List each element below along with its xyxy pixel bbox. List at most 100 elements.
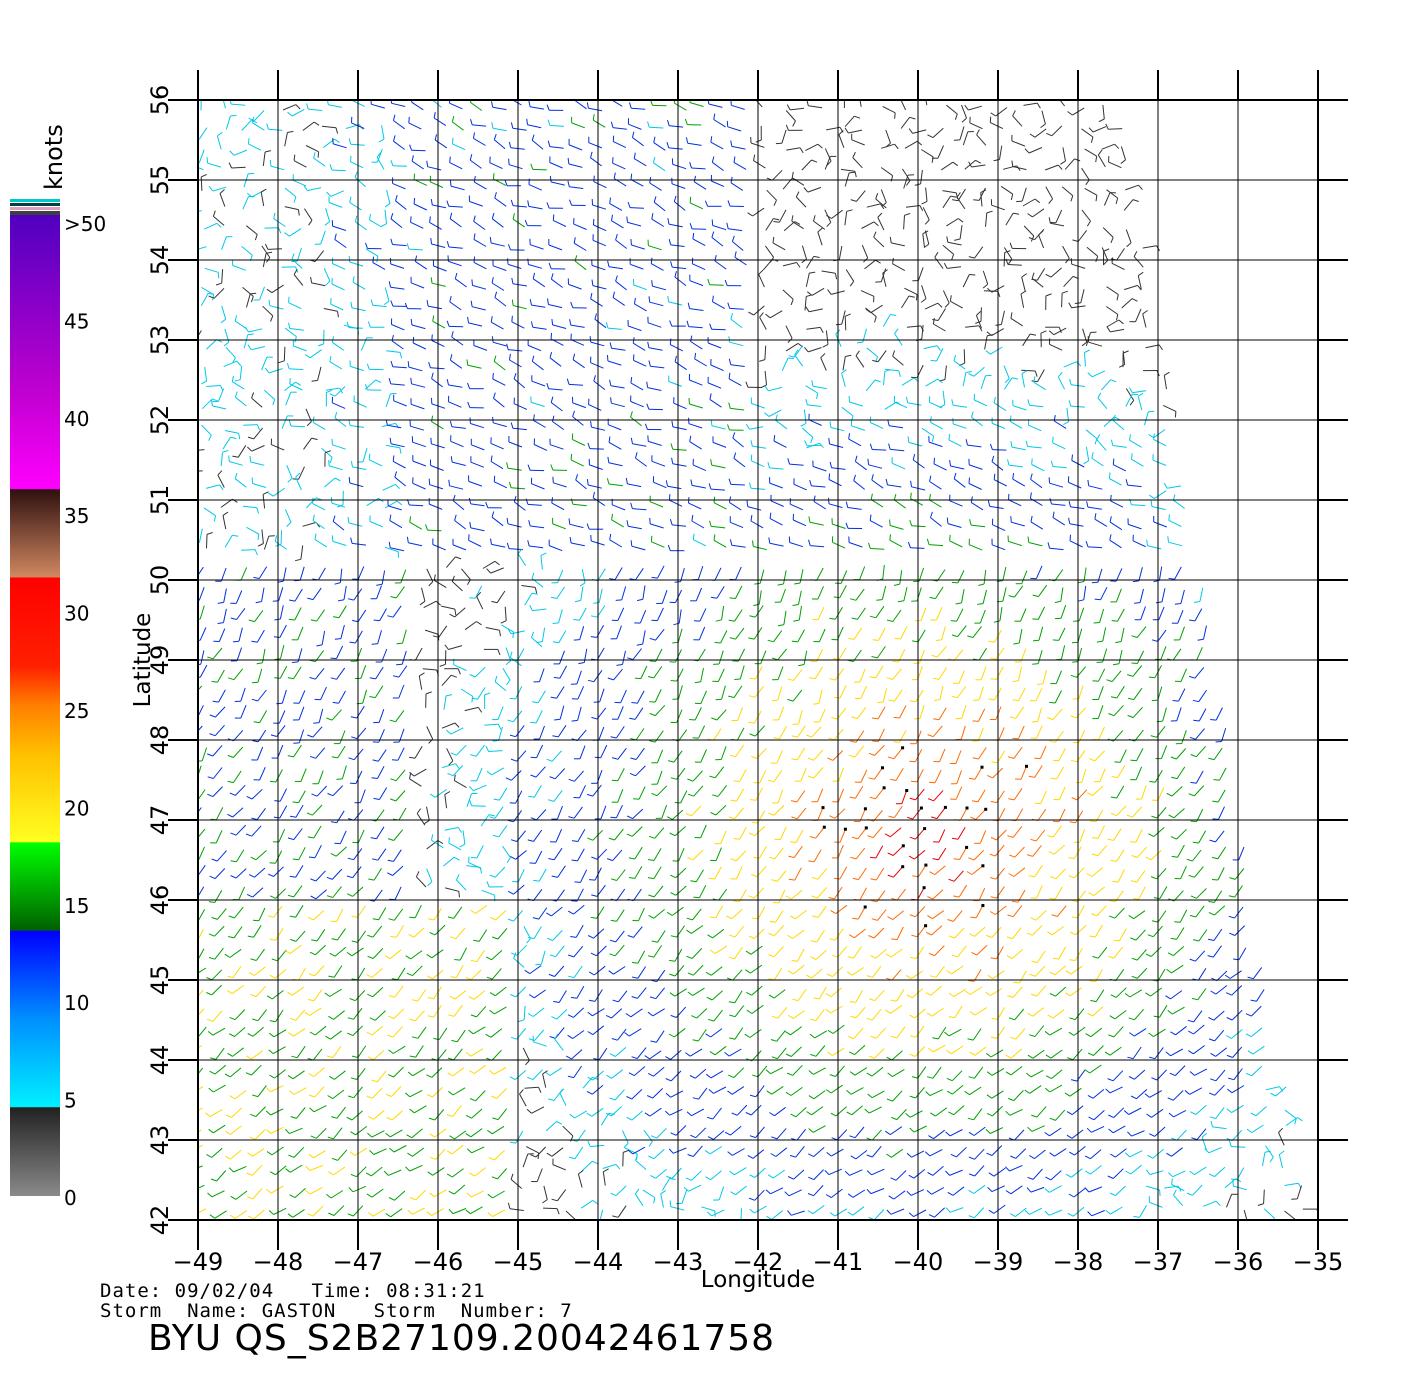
wind-barb xyxy=(1113,420,1125,431)
wind-barb-tick xyxy=(306,421,312,427)
wind-barb-tick xyxy=(748,637,755,640)
wind-barb-tick xyxy=(1109,899,1116,903)
wind-barb-tick xyxy=(630,377,633,384)
wind-barb xyxy=(844,115,855,128)
wind-barb-tick xyxy=(367,993,373,998)
wind-barb xyxy=(294,588,303,602)
wind-barb-tick xyxy=(605,322,609,329)
wind-barb-tick xyxy=(578,662,585,665)
wind-barb-tick xyxy=(376,583,383,586)
wind-barb-tick xyxy=(208,185,214,192)
wind-barb xyxy=(548,244,563,251)
wind-barb xyxy=(673,1027,686,1038)
wind-barb-tick xyxy=(988,698,995,701)
wind-barb xyxy=(481,889,495,896)
wind-barb xyxy=(766,189,777,201)
wind-barb xyxy=(914,749,923,763)
wind-barb-tick xyxy=(1126,242,1132,248)
wind-barb xyxy=(805,272,810,287)
wind-barb xyxy=(1077,647,1083,662)
wind-barb xyxy=(1136,748,1144,762)
wind-barb xyxy=(1012,166,1027,171)
wind-barb xyxy=(620,689,627,704)
wind-barb-tick xyxy=(611,1038,618,1041)
wind-barb xyxy=(472,284,487,290)
wind-barb xyxy=(434,924,446,936)
wind-barb xyxy=(1143,411,1149,426)
wind-barb-tick xyxy=(831,954,838,958)
wind-barb xyxy=(454,520,467,530)
wind-barb xyxy=(877,350,887,363)
wind-barb xyxy=(971,524,986,528)
wind-barb xyxy=(915,730,922,744)
wind-barb xyxy=(1116,805,1127,817)
wind-barb xyxy=(215,807,224,821)
wind-barb xyxy=(924,302,939,310)
wind-barb-tick xyxy=(791,215,794,222)
wind-barb-tick xyxy=(489,1009,495,1015)
wind-barb xyxy=(764,370,767,385)
wind-barb xyxy=(616,625,622,639)
wind-barb-tick xyxy=(969,519,972,526)
wind-barb-tick xyxy=(897,600,904,603)
wind-barb-tick xyxy=(574,881,581,883)
wind-barb-tick xyxy=(468,1029,474,1035)
wind-barb-tick xyxy=(709,323,713,330)
wind-barb xyxy=(400,569,407,584)
wind-barb-tick xyxy=(337,311,339,318)
wind-barb xyxy=(274,1069,286,1079)
wind-barb xyxy=(668,147,683,150)
wind-barb-tick xyxy=(1071,641,1079,644)
wind-barb xyxy=(794,354,804,367)
wind-barb-tick xyxy=(731,235,735,242)
wind-barb xyxy=(432,320,446,329)
wind-barb xyxy=(222,437,231,450)
wind-barb xyxy=(653,945,663,958)
wind-barb xyxy=(517,553,527,566)
wind-barb xyxy=(198,1085,204,1091)
wind-barb-tick xyxy=(571,840,578,842)
wind-barb xyxy=(472,1026,486,1035)
wind-barb xyxy=(292,179,307,187)
wind-barb-tick xyxy=(188,341,194,342)
wind-barb-tick xyxy=(220,318,227,324)
wind-barb xyxy=(234,906,244,919)
wind-barb-tick xyxy=(1158,344,1163,351)
wind-barb-tick xyxy=(230,832,237,836)
wind-barb xyxy=(470,101,483,111)
wind-barb xyxy=(717,668,725,682)
wind-barb xyxy=(692,908,702,921)
wind-barb xyxy=(1135,829,1143,843)
wind-barb-tick xyxy=(1005,1071,1012,1076)
wind-barb xyxy=(293,744,302,758)
wind-barb xyxy=(633,1066,646,1076)
wind-barb xyxy=(1086,246,1099,257)
wind-barb-tick xyxy=(1212,800,1219,803)
wind-barb-tick xyxy=(773,199,777,206)
wind-barb-tick xyxy=(807,775,814,779)
wind-barb xyxy=(841,373,846,387)
wind-barb-tick xyxy=(770,1039,777,1042)
wind-barb xyxy=(1062,147,1066,162)
wind-barb xyxy=(531,139,544,150)
wind-barb xyxy=(1099,768,1106,782)
wind-barb xyxy=(1195,745,1207,758)
wind-barb xyxy=(1035,725,1043,739)
wind-barb-tick xyxy=(297,209,300,216)
wind-barb xyxy=(410,403,425,410)
wind-barb-tick xyxy=(873,221,879,227)
wind-barb-tick xyxy=(982,283,989,289)
wind-barb-tick xyxy=(497,723,502,730)
wind-barb xyxy=(995,905,1007,915)
legend-label: >50 xyxy=(64,212,106,236)
wind-barb xyxy=(642,585,646,600)
wind-barb-tick xyxy=(910,780,918,783)
wind-barb xyxy=(390,218,403,228)
wind-barb xyxy=(675,885,687,896)
wind-barb xyxy=(938,707,947,721)
wind-barb-tick xyxy=(687,856,694,861)
wind-barb xyxy=(970,501,984,511)
wind-barb-tick xyxy=(1028,237,1035,241)
wind-barb-tick xyxy=(1092,955,1099,959)
wind-barb xyxy=(559,705,565,720)
